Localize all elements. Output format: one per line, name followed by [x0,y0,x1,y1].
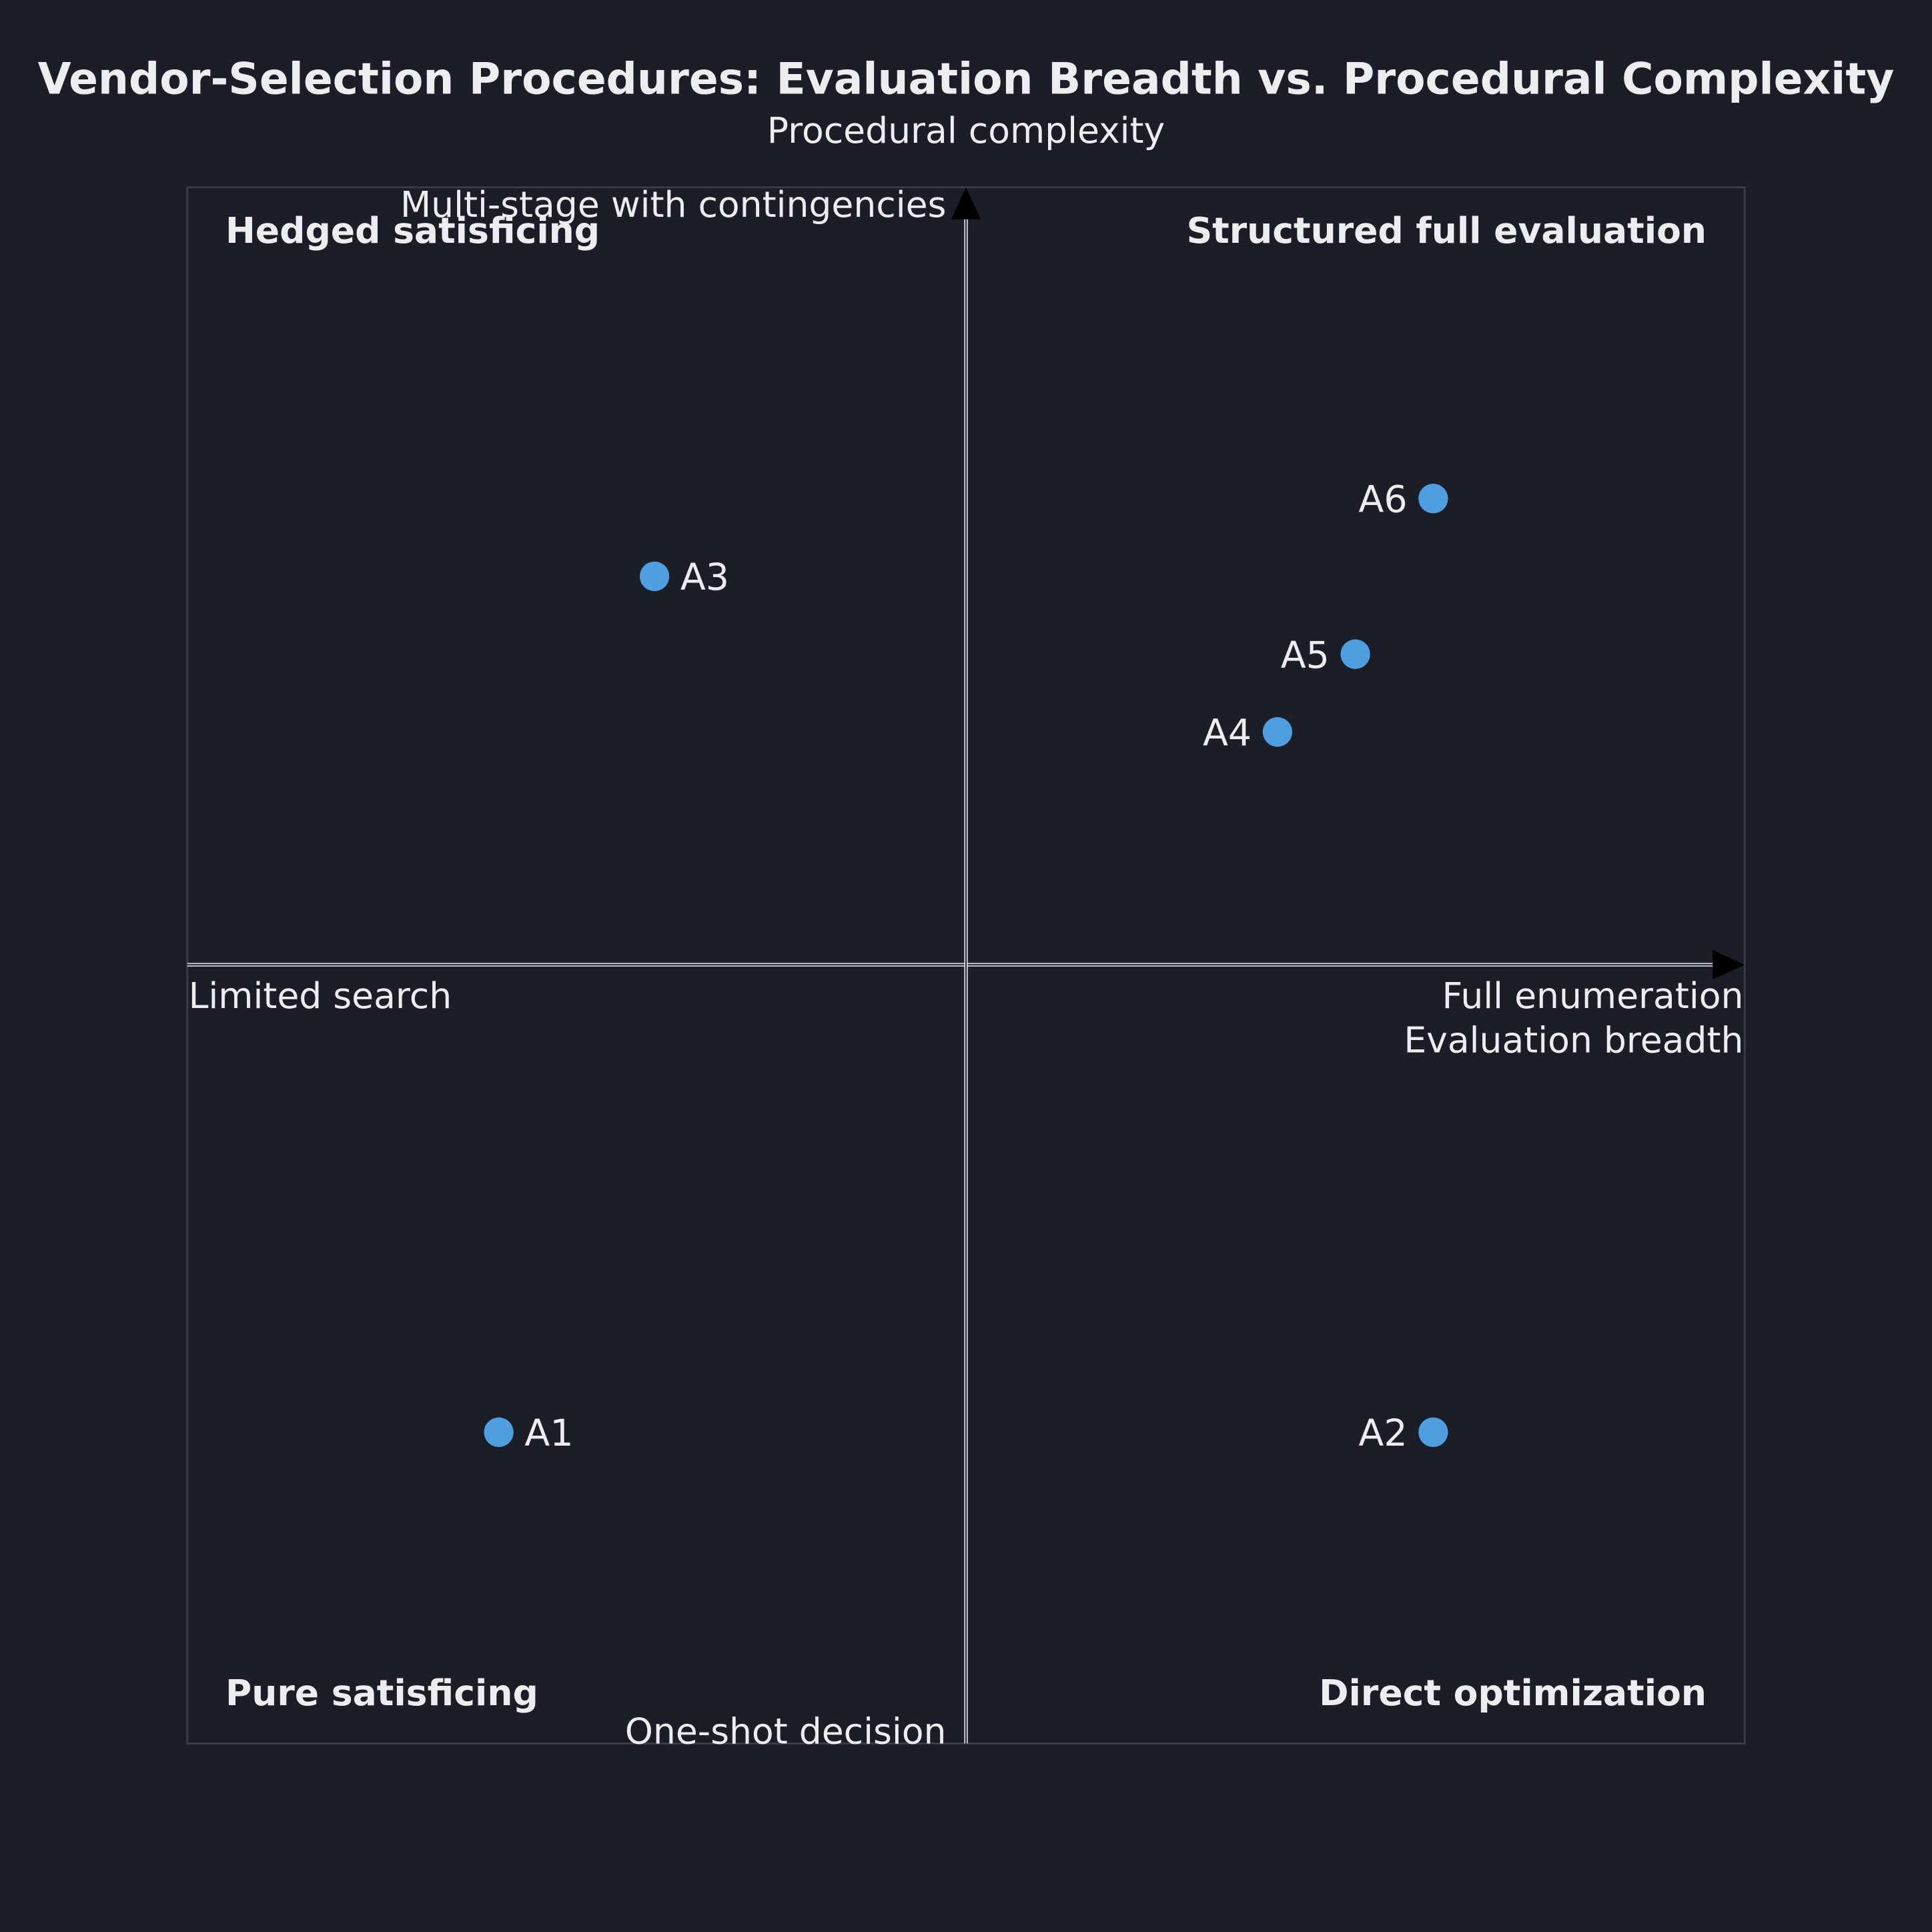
chart-title: Vendor-Selection Procedures: Evaluation … [38,54,1895,104]
data-point-a4 [1262,717,1293,747]
quadrant-label-bottom-right: Direct optimization [1319,1672,1707,1714]
point-label-a4: A4 [1203,712,1252,755]
x-high-label: Full enumeration [1442,975,1744,1017]
point-label-a2: A2 [1358,1412,1407,1455]
quadrant-label-bottom-left: Pure satisficing [225,1672,538,1714]
data-point-a3 [639,561,670,592]
y-axis-title: Procedural complexity [767,109,1165,151]
data-point-a2 [1418,1417,1448,1448]
data-point-a1 [484,1417,514,1448]
quadrant-label-top-right: Structured full evaluation [1187,209,1707,252]
axes [187,187,1745,1744]
y-low-label: One-shot decision [625,1710,947,1752]
point-label-a6: A6 [1358,479,1407,522]
point-label-a3: A3 [680,556,729,599]
point-label-a1: A1 [524,1412,573,1455]
data-point-a5 [1340,639,1370,669]
points-layer: A1 A2 A3 A4 A5 A6 [484,479,1448,1455]
x-low-label: Limited search [189,975,452,1017]
y-high-label: Multi-stage with contingencies [400,183,946,225]
quadrant-label-top-left: Hedged satisficing [225,209,600,252]
x-axis-arrowhead [1713,949,1745,980]
x-axis-title: Evaluation breadth [1404,1019,1743,1061]
point-label-a5: A5 [1281,634,1330,677]
data-point-a6 [1418,484,1448,514]
y-axis-arrowhead [951,187,981,219]
